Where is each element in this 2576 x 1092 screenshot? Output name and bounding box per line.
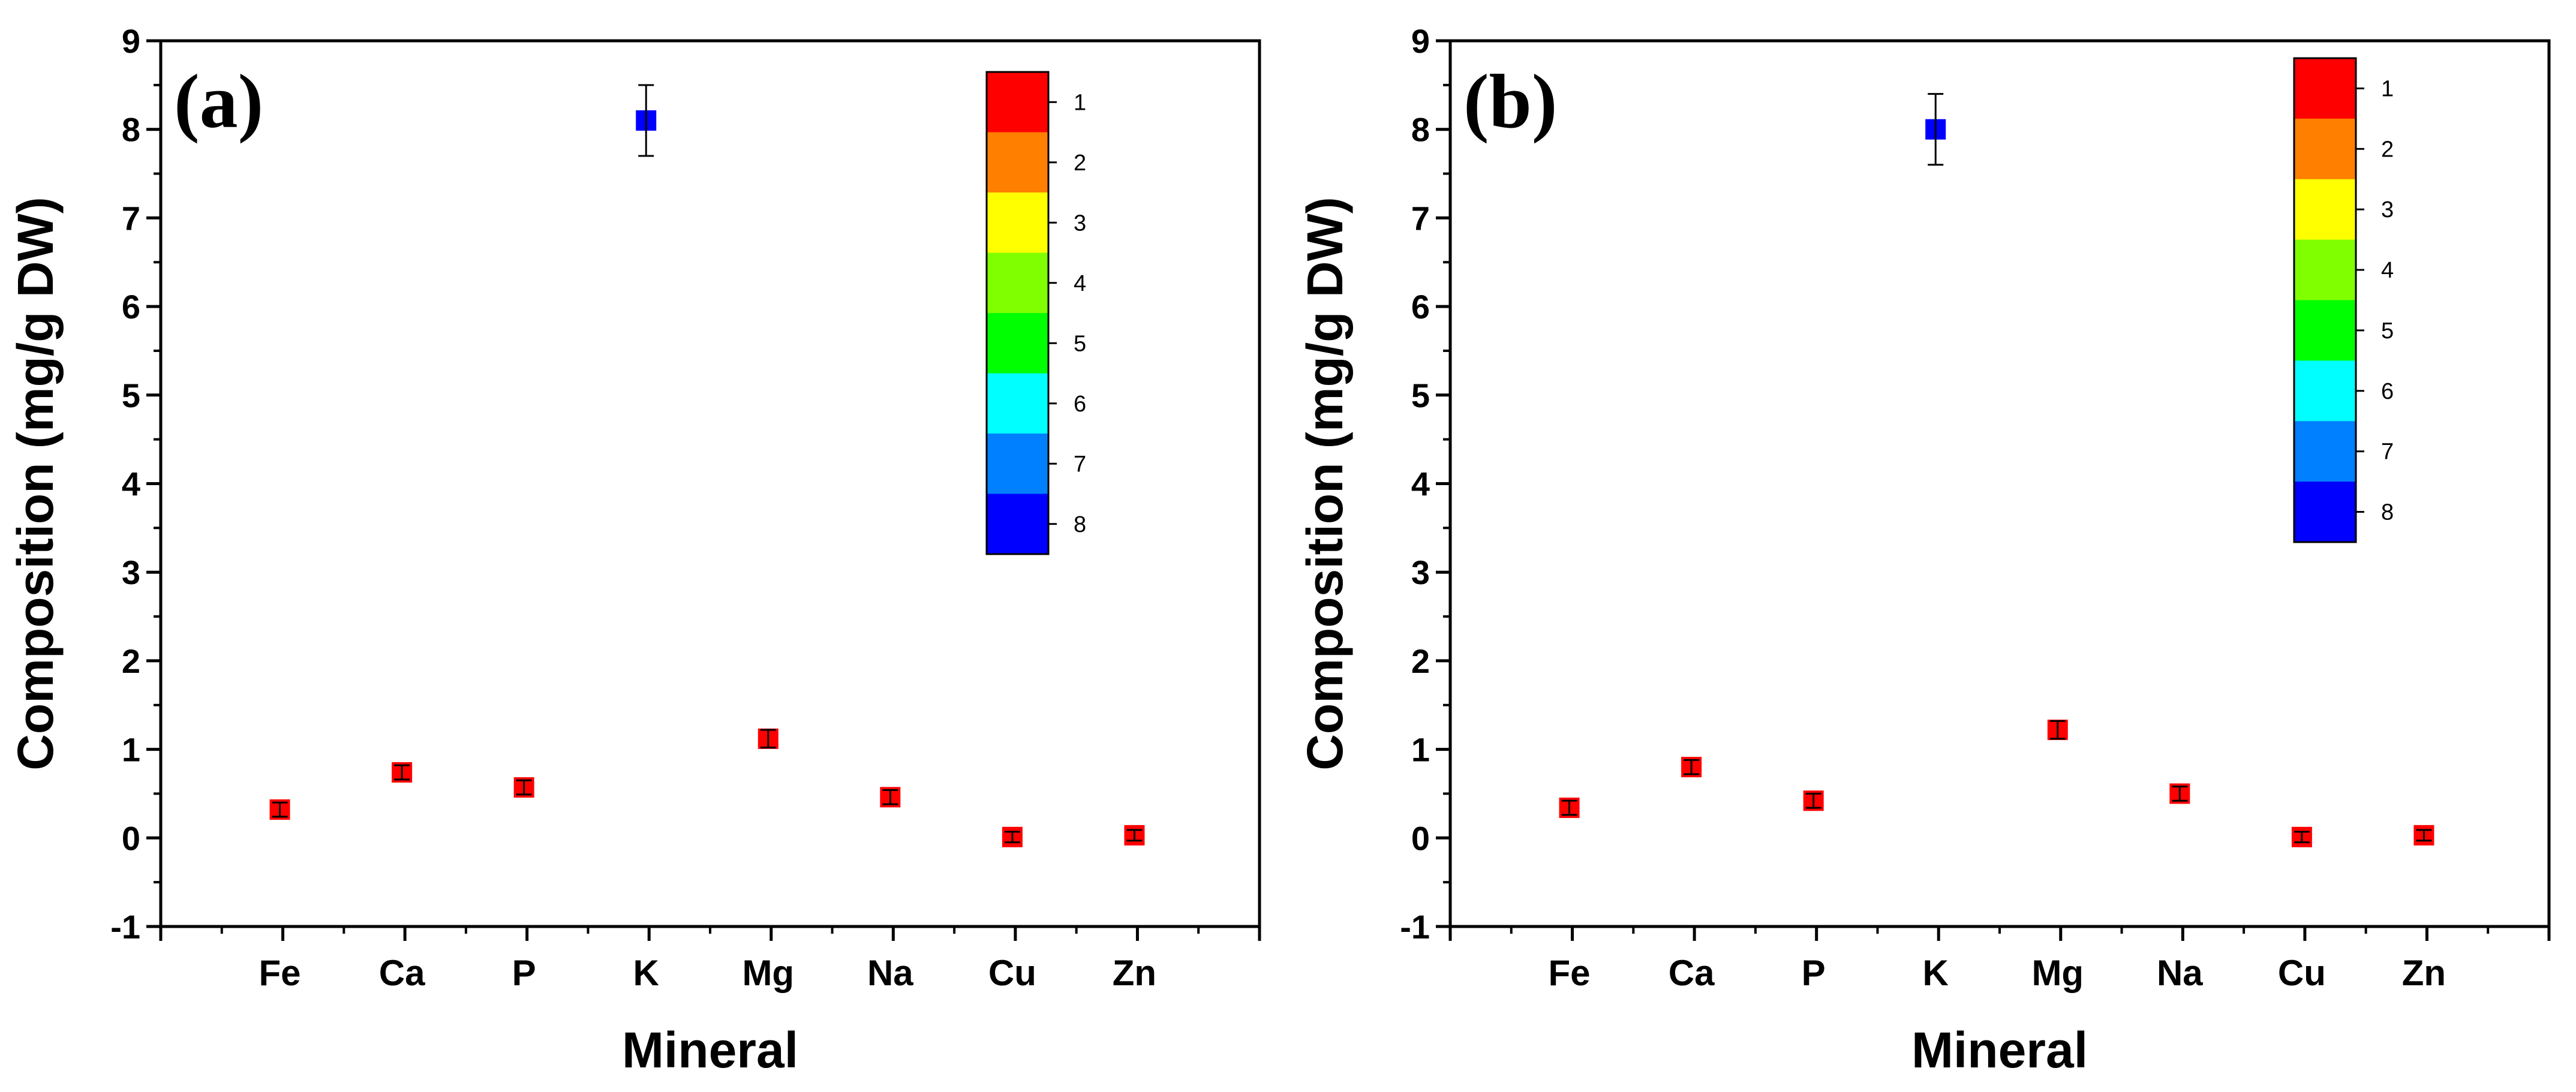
x-tick-label-p: P: [1802, 953, 1826, 993]
colorbar-frame: [2293, 57, 2357, 543]
data-point-mg: [758, 728, 778, 749]
colorbar-label: 1: [1074, 90, 1086, 115]
x-axis-title: Mineral: [622, 1022, 798, 1078]
colorbar-label: 5: [1074, 331, 1086, 356]
colorbar: 1 2 3 4 5 6 7 8: [985, 71, 1086, 555]
y-tick-label: 5: [1411, 377, 1430, 414]
colorbar-label: 7: [2381, 440, 2394, 465]
y-tick-label: 8: [122, 111, 140, 149]
colorbar-segment: [987, 192, 1048, 253]
data-point-p: [1803, 790, 1824, 811]
colorbar-segment: [987, 494, 1048, 555]
x-tick-label-cu: Cu: [2278, 953, 2326, 993]
x-tick-label-zn: Zn: [1113, 953, 1156, 993]
y-tick-label: 9: [1411, 22, 1430, 60]
colorbar-label: 8: [2381, 500, 2394, 525]
y-tick-label: 9: [122, 22, 140, 60]
colorbar-segment: [987, 72, 1048, 133]
colorbar-segment: [2294, 421, 2356, 482]
colorbar-label: 4: [2381, 258, 2394, 283]
x-tick-label-k: K: [633, 953, 659, 993]
colorbar-segment: [987, 132, 1048, 193]
x-tick-label-na: Na: [2157, 953, 2203, 993]
colorbar-label: 1: [2381, 76, 2394, 101]
chart-panel-b: -1 0 1 2 3 4 5 6 7 8 9 Fe Ca P K Mg Na Cu Zn Mineral Composi…: [1297, 22, 2551, 1078]
data-point-ca: [392, 762, 413, 783]
y-tick-label: 0: [1411, 819, 1430, 857]
colorbar-frame: [985, 71, 1050, 555]
y-tick-label: 8: [1411, 111, 1430, 149]
data-point-p: [513, 777, 534, 798]
colorbar-label: 5: [2381, 318, 2394, 344]
y-tick-label: 7: [122, 199, 140, 237]
x-tick-label-mg: Mg: [2031, 953, 2084, 993]
colorbar-segment: [2294, 179, 2356, 240]
y-tick-label: 4: [1411, 465, 1430, 503]
x-tick-label-ca: Ca: [379, 953, 425, 993]
colorbar-label: 6: [2381, 379, 2394, 404]
colorbar-segment: [2294, 239, 2356, 300]
y-tick-label: 2: [1411, 642, 1430, 680]
data-point-na: [2169, 783, 2190, 804]
colorbar-segment: [2294, 482, 2356, 543]
data-point-cu: [2291, 826, 2312, 847]
data-point-zn: [1124, 825, 1145, 846]
x-axis-title: Mineral: [1911, 1022, 2088, 1078]
y-tick-label: 3: [1411, 553, 1430, 591]
y-tick-label: 5: [122, 377, 140, 414]
data-point-fe: [269, 799, 290, 820]
y-tick-label: 7: [1411, 199, 1430, 237]
colorbar-label: 3: [2381, 197, 2394, 222]
colorbar-label: 3: [1074, 210, 1086, 236]
panel-label: (b): [1463, 59, 1557, 144]
x-tick-label-k: K: [1923, 953, 1949, 993]
x-tick-label-ca: Ca: [1669, 953, 1715, 993]
y-tick-label: 1: [1411, 731, 1430, 769]
panel-label: (a): [174, 59, 263, 144]
colorbar-label: 6: [1074, 392, 1086, 417]
x-tick-label-na: Na: [867, 953, 913, 993]
y-tick-label: 1: [122, 731, 140, 769]
x-tick-label-fe: Fe: [1549, 953, 1591, 993]
colorbar-segment: [2294, 58, 2356, 119]
colorbar-segment: [987, 434, 1048, 494]
y-tick-label: 4: [122, 465, 140, 503]
colorbar-segment: [987, 313, 1048, 374]
colorbar-segment: [987, 252, 1048, 314]
x-tick-label-mg: Mg: [742, 953, 794, 993]
y-axis-title: Composition (mg/g DW): [1297, 197, 1353, 770]
colorbar-segment: [2294, 118, 2356, 180]
colorbar-label: 2: [1074, 151, 1086, 176]
x-tick-label-p: P: [512, 953, 536, 993]
x-tick-label-zn: Zn: [2402, 953, 2446, 993]
y-tick-label: -1: [110, 908, 140, 946]
y-tick-label: 6: [122, 288, 140, 326]
y-tick-label: 6: [1411, 288, 1430, 326]
colorbar: 1 2 3 4 5 6 7 8: [2293, 57, 2394, 543]
colorbar-segment: [987, 373, 1048, 434]
colorbar-segment: [2294, 300, 2356, 361]
colorbar-label: 2: [2381, 137, 2394, 162]
y-tick-label: 0: [122, 819, 140, 857]
colorbar-label: 8: [1074, 512, 1086, 537]
y-tick-label: 3: [122, 553, 140, 591]
data-point-k: [1925, 93, 1946, 166]
data-point-k: [636, 84, 657, 157]
colorbar-label: 4: [1074, 271, 1086, 296]
data-point-mg: [2047, 720, 2068, 741]
y-tick-label: -1: [1400, 908, 1430, 946]
data-point-ca: [1681, 757, 1702, 778]
chart-panel-a: -1 0 1 2 3 4 5 6 7 8 9 Fe Ca P K Mg Na Cu Zn Mineral Composi…: [7, 22, 1261, 1078]
x-tick-label-cu: Cu: [988, 953, 1036, 993]
x-tick-label-fe: Fe: [259, 953, 301, 993]
y-axis-title: Composition (mg/g DW): [7, 197, 64, 770]
colorbar-label: 7: [1074, 452, 1086, 477]
y-tick-label: 2: [122, 642, 140, 680]
data-point-fe: [1559, 798, 1580, 819]
data-point-cu: [1002, 826, 1023, 847]
data-point-zn: [2413, 825, 2434, 846]
data-point-na: [880, 787, 901, 808]
colorbar-segment: [2294, 360, 2356, 422]
